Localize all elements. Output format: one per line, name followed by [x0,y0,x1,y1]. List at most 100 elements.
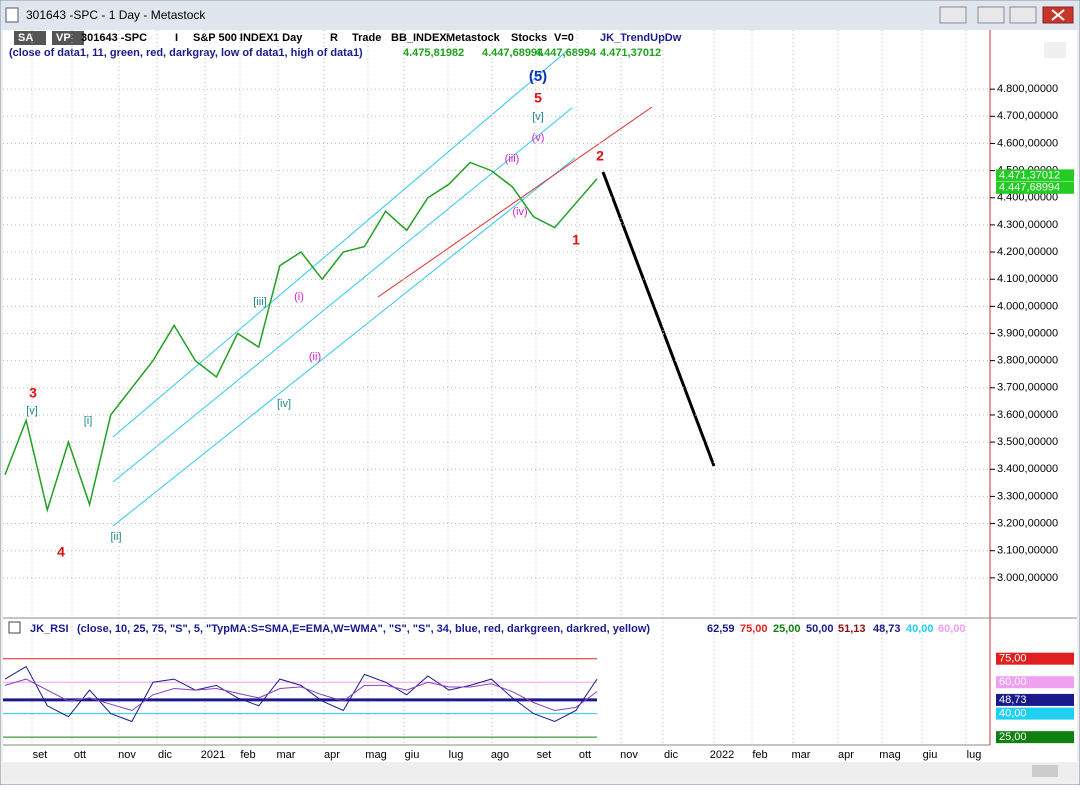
time-label: mag [879,749,900,761]
study-value: 4.447,68994 [482,47,544,59]
rsi-value: 60,00 [938,623,966,635]
projection-line [601,171,716,467]
study-params: (close of data1, 11, green, red, darkgra… [9,47,363,59]
y-tick-label: 4.300,00000 [997,219,1058,231]
time-label: mar [277,749,296,761]
study-value: 4.475,81982 [403,47,464,59]
wave-label: (i) [294,291,304,303]
last-value-badge [996,181,1074,194]
toolbar-item: JK_TrendUpDw [600,32,682,44]
wave-label: [v] [532,111,544,123]
y-tick-label: 4.200,00000 [997,246,1058,258]
time-label: apr [324,749,340,761]
y-tick-label: 3.200,00000 [997,517,1058,529]
rsi-level-badge [996,693,1074,706]
wave-label: (iv) [512,206,527,218]
red-trendline [377,106,653,298]
y-tick-label: 4.700,00000 [997,110,1058,122]
data-line [4,665,598,723]
rsi-value: 51,13 [838,623,866,635]
rsi-value: 62,59 [707,623,735,635]
toolbar-item: Metastock [446,32,501,44]
time-label: ott [74,749,86,761]
study-value: 4.447,68994 [535,47,597,59]
wave-label: [v] [26,405,38,417]
toolbar-item: Trade [352,32,381,44]
rsi-level-badge [996,707,1074,720]
maximize-button[interactable] [1009,6,1037,24]
wave-label: 4 [57,544,65,560]
rsi-level-label: 40,00 [999,708,1027,720]
rsi-level-badge [996,652,1074,665]
rsi-name: JK_RSI [30,623,69,635]
wave-label: [i] [84,415,93,427]
y-tick-label: 3.500,00000 [997,436,1058,448]
toolbar-item: I [175,32,178,44]
wave-label: (5) [529,68,547,85]
time-label: dic [664,749,679,761]
last-value-label: 4.447,68994 [999,182,1060,194]
wave-label: 1 [572,232,580,248]
wave-label: [iii] [253,296,266,308]
time-label: mag [365,749,386,761]
y-tick-label: 3.100,00000 [997,545,1058,557]
wave-label: (iii) [505,153,520,165]
toolbar-item: R [330,32,338,44]
toolbar-item: VP [56,32,71,44]
toolbar-item: V=0 [554,32,574,44]
rsi-value: 48,73 [873,623,901,635]
y-tick-label: 3.400,00000 [997,463,1058,475]
toolbar-item: S&P 500 INDEX [193,32,274,44]
wave-label: 2 [596,148,604,164]
y-tick-label: 3.900,00000 [997,327,1058,339]
close-icon [1051,9,1065,21]
window-title: 301643 -SPC - 1 Day - Metastock [26,8,206,22]
wave-label: [ii] [111,531,122,543]
y-tick-label: 4.400,00000 [997,192,1058,204]
wave-label: 3 [29,385,37,401]
rsi-level-label: 60,00 [999,676,1027,688]
time-label: mar [792,749,811,761]
chart-area [3,30,1077,762]
time-label: 2022 [710,749,734,761]
toolbar-item: BB_INDEX [391,32,447,44]
rsi-level-badge [996,676,1074,689]
app-icon [5,7,19,23]
last-value-label: 4.471,37012 [999,169,1060,181]
toolbar-button[interactable] [52,31,84,45]
minimize-button[interactable] [977,6,1005,24]
time-label: lug [449,749,464,761]
last-value-badge [996,169,1074,182]
study-close-box[interactable] [8,621,21,634]
title-bar [1,1,1079,30]
time-label: nov [118,749,136,761]
restore-button[interactable] [939,6,967,24]
y-tick-label: 3.300,00000 [997,490,1058,502]
y-tick-label: 4.600,00000 [997,137,1058,149]
rsi-value: 40,00 [906,623,934,635]
rsi-value: 50,00 [806,623,834,635]
toolbar-item: 301643 -SPC [81,32,147,44]
wave-label: (v) [532,132,545,144]
time-label: feb [240,749,255,761]
scrollbar[interactable] [3,763,1077,779]
scroll-thumb[interactable] [1032,765,1058,777]
time-label: set [33,749,48,761]
tool-icon[interactable] [1044,42,1066,58]
rsi-value: 25,00 [773,623,801,635]
time-label: giu [405,749,420,761]
toolbar-item: SA [18,32,33,44]
time-label: ago [491,749,509,761]
time-label: apr [838,749,854,761]
data-line [4,678,598,712]
time-label: lug [967,749,982,761]
rsi-params: (close, 10, 25, 75, "S", 5, "TypMA:S=SMA… [77,623,650,635]
wave-label: 5 [534,90,542,106]
toolbar-button[interactable] [14,31,46,45]
rsi-level-label: 75,00 [999,653,1027,665]
data-line [4,161,598,513]
wave-label: (ii) [309,351,321,363]
time-label: ott [579,749,591,761]
y-tick-label: 4.000,00000 [997,300,1058,312]
